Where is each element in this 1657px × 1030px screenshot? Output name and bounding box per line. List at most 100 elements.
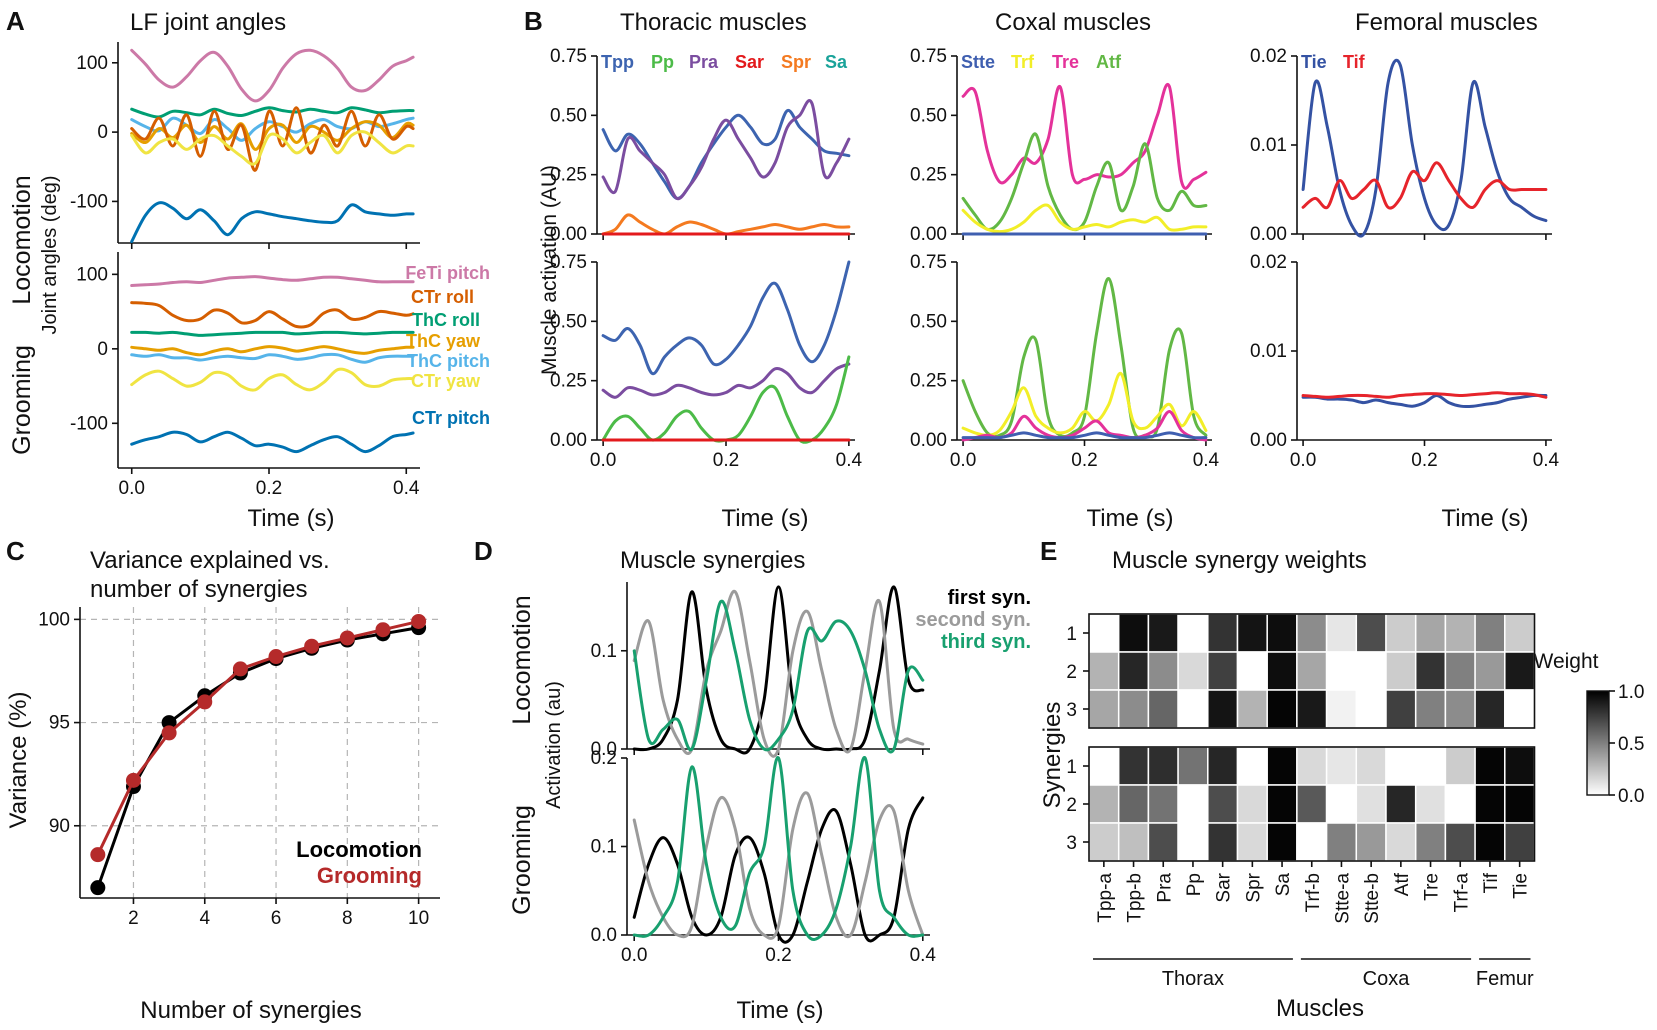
heatmap-row-label: 1 bbox=[1066, 624, 1077, 645]
heatmap-cell-locomotion bbox=[1147, 613, 1179, 653]
legend-sar: Sar bbox=[735, 52, 764, 72]
colorbar-tick-label: 0.0 bbox=[1618, 786, 1644, 807]
heatmap-cell-locomotion bbox=[1236, 651, 1268, 691]
d-locomotion-y-tick-label: 0.0 bbox=[591, 739, 617, 760]
series-line-grooming-atf bbox=[961, 277, 1208, 439]
heatmap-cell-grooming bbox=[1385, 746, 1417, 786]
series-line-locomotion-feti-pitch bbox=[130, 48, 415, 103]
row-label-locomotion-d: Locomotion bbox=[508, 595, 536, 724]
point-grooming bbox=[304, 638, 320, 654]
heatmap-cell-grooming bbox=[1117, 784, 1150, 824]
panel-e-ylabel: Synergies bbox=[1039, 702, 1066, 809]
heatmap-cell-grooming bbox=[1236, 822, 1268, 862]
heatmap-cell-grooming bbox=[1504, 822, 1536, 862]
b-femoral-muscles-grooming-y-tick-label: 0.00 bbox=[1250, 430, 1287, 451]
row-label-locomotion-a: Locomotion bbox=[8, 175, 36, 304]
heatmap-cell-grooming bbox=[1444, 822, 1476, 862]
series-line-locomotion-tpp bbox=[601, 109, 851, 200]
heatmap-cell-locomotion bbox=[1117, 651, 1150, 691]
legend-tie: Tie bbox=[1301, 52, 1327, 72]
legend-trf: Trf bbox=[1011, 52, 1035, 72]
series-line-locomotion-third-syn bbox=[632, 599, 925, 754]
b-thoracic-muscles-locomotion-y-tick-label: 0.00 bbox=[550, 224, 587, 245]
point-grooming bbox=[411, 613, 427, 629]
panel-e-heatmap: Synergies Muscles Weight 1 2 3 1 2 3 Tpp-a Tpp-… bbox=[1039, 613, 1644, 1022]
a-groom-y-tick-label: 100 bbox=[76, 264, 108, 285]
b-coxal-muscles-grooming-y-tick-label: 0.50 bbox=[910, 311, 947, 332]
heatmap-cell-grooming bbox=[1296, 784, 1328, 824]
panel-a-title: LF joint angles bbox=[130, 9, 286, 36]
series-line-grooming-stte bbox=[961, 431, 1208, 440]
d-grooming-y-tick-label: 0.1 bbox=[591, 837, 617, 858]
d-grooming-y-tick-label: 0.0 bbox=[591, 925, 617, 946]
panel-a-ylabel: Joint angles (deg) bbox=[39, 176, 61, 335]
legend-second-syn: second syn. bbox=[915, 609, 1031, 631]
heatmap-cell-grooming bbox=[1117, 746, 1150, 786]
heatmap-cell-locomotion bbox=[1325, 613, 1358, 653]
legend-grooming: Grooming bbox=[317, 863, 422, 888]
panel-b-title-femoral: Femoral muscles bbox=[1355, 9, 1538, 36]
heatmap-col-label-sa: Sa bbox=[1273, 873, 1294, 897]
group-label-thorax: Thorax bbox=[1162, 968, 1224, 990]
heatmap-cell-locomotion bbox=[1385, 689, 1417, 729]
heatmap-cell-locomotion bbox=[1414, 689, 1447, 729]
heatmap-cell-locomotion bbox=[1474, 613, 1506, 653]
heatmap-cell-grooming bbox=[1474, 822, 1506, 862]
series-line-grooming-thc-pitch bbox=[130, 352, 415, 364]
heatmap-col-label-tif: Tif bbox=[1481, 872, 1502, 893]
a-groom-x-tick-label: 0.4 bbox=[393, 478, 420, 499]
heatmap-cell-locomotion bbox=[1414, 613, 1447, 653]
heatmap-cell-grooming bbox=[1177, 822, 1209, 862]
heatmap-cell-grooming bbox=[1117, 822, 1150, 862]
c-x-tick-label: 8 bbox=[342, 908, 353, 929]
b-femoral-muscles-locomotion-y-tick-label: 0.02 bbox=[1250, 46, 1287, 67]
series-line-locomotion-first-syn bbox=[632, 585, 925, 755]
panel-b-xlabel-thoracic: Time (s) bbox=[721, 505, 808, 532]
heatmap-cell-grooming bbox=[1325, 822, 1358, 862]
heatmap-col-label-spr: Spr bbox=[1243, 872, 1264, 902]
heatmap-cell-grooming bbox=[1236, 784, 1268, 824]
heatmap-cell-locomotion bbox=[1177, 689, 1209, 729]
series-line-locomotion-thc-roll bbox=[130, 106, 415, 119]
heatmap-cell-grooming bbox=[1504, 784, 1536, 824]
series-line-locomotion-atf bbox=[961, 132, 1208, 232]
heatmap-cell-locomotion bbox=[1266, 689, 1298, 729]
series-line-grooming-tif bbox=[1301, 391, 1548, 399]
legend-pra: Pra bbox=[689, 52, 719, 72]
series-line-grooming-tie bbox=[1301, 393, 1548, 409]
heatmap-col-label-atf: Atf bbox=[1392, 872, 1413, 896]
b-thoracic-muscles-locomotion-y-tick-label: 0.25 bbox=[550, 165, 587, 186]
d-grooming-y-tick-label: 0.2 bbox=[591, 748, 617, 769]
heatmap-cell-locomotion bbox=[1088, 651, 1120, 691]
heatmap-cell-grooming bbox=[1147, 746, 1179, 786]
c-x-tick-label: 2 bbox=[128, 908, 139, 929]
series-line-locomotion-tre bbox=[961, 82, 1208, 190]
heatmap-cell-grooming bbox=[1355, 784, 1387, 824]
series-line-grooming-tpp bbox=[601, 260, 851, 376]
point-grooming bbox=[125, 772, 141, 788]
heatmap-cell-locomotion bbox=[1325, 689, 1358, 729]
series-line-locomotion-ctr-yaw bbox=[130, 130, 415, 166]
heatmap-col-label-stte-b: Stte-b bbox=[1362, 873, 1383, 924]
panel-c-title-line2: number of synergies bbox=[90, 576, 307, 603]
heatmap-row-label: 3 bbox=[1066, 700, 1077, 721]
series-line-grooming-thc-roll bbox=[130, 330, 415, 337]
c-x-tick-label: 10 bbox=[408, 908, 429, 929]
panel-e-xlabel: Muscles bbox=[1276, 995, 1364, 1022]
legend-tpp: Tpp bbox=[601, 52, 634, 72]
heatmap-cell-grooming bbox=[1088, 784, 1120, 824]
series-line-locomotion-second-syn bbox=[632, 590, 925, 758]
d-grooming-x-tick-label: 0.4 bbox=[910, 945, 937, 966]
c-y-tick-label: 90 bbox=[49, 816, 70, 837]
heatmap-cell-locomotion bbox=[1444, 689, 1476, 729]
legend-tre: Tre bbox=[1052, 52, 1079, 72]
heatmap-cell-locomotion bbox=[1385, 613, 1417, 653]
heatmap-cell-grooming bbox=[1088, 822, 1120, 862]
series-line-locomotion-ctr-pitch bbox=[130, 201, 415, 244]
series-line-locomotion-tie bbox=[1301, 58, 1548, 238]
b-coxal-muscles-grooming-x-tick-label: 0.0 bbox=[950, 450, 976, 471]
heatmap-col-label-tie: Tie bbox=[1511, 873, 1532, 899]
legend-spr: Spr bbox=[781, 52, 811, 72]
panel-label-c: C bbox=[6, 536, 25, 566]
heatmap-cell-grooming bbox=[1177, 784, 1209, 824]
